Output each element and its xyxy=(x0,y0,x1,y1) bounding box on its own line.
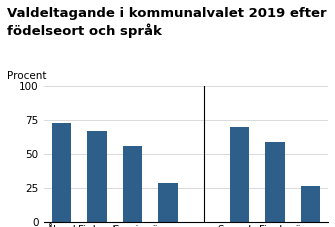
Bar xyxy=(52,123,71,222)
Bar xyxy=(229,127,249,222)
Bar xyxy=(158,183,178,222)
Bar xyxy=(123,146,142,222)
Bar xyxy=(301,186,320,222)
Bar xyxy=(265,142,285,222)
Text: Valdeltagande i kommunalvalet 2019 efter
födelseort och språk: Valdeltagande i kommunalvalet 2019 efter… xyxy=(7,7,326,38)
Bar xyxy=(87,131,107,222)
Text: Procent: Procent xyxy=(7,71,46,81)
